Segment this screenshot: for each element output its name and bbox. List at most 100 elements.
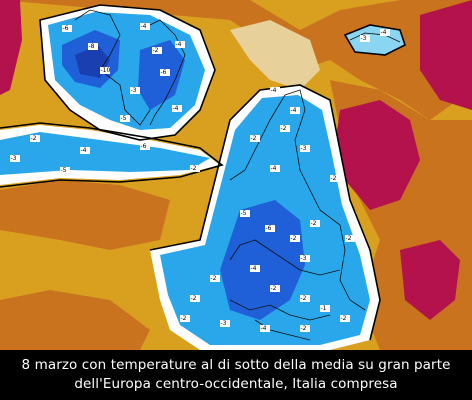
svg-text:-2: -2 (271, 285, 277, 292)
anomaly-label: -5 (60, 167, 70, 174)
strong-warm-northwest (0, 0, 22, 95)
near-normal-area (230, 20, 320, 90)
temperature-anomaly-map: -6 -8 -10 -4 -2 -6 -4 -3 -4 -5 -2 -4 -6 -2 -3 -5 -4 -4 -2 -… (0, 0, 472, 350)
svg-text:-2: -2 (251, 135, 257, 142)
svg-text:-4: -4 (271, 87, 277, 94)
svg-text:-4: -4 (271, 165, 277, 172)
anomaly-label: -2 (300, 325, 310, 332)
svg-text:-2: -2 (341, 315, 347, 322)
anomaly-label: -6 (62, 25, 72, 32)
anomaly-label: -2 (345, 235, 355, 242)
anomaly-label: -2 (310, 220, 320, 227)
anomaly-label: -2 (190, 295, 200, 302)
svg-text:-6: -6 (63, 25, 69, 32)
anomaly-label: -10 (100, 67, 110, 74)
anomaly-label: -4 (260, 325, 270, 332)
strong-warm-northeast (420, 0, 472, 110)
anomaly-label: -5 (120, 115, 130, 122)
anomaly-label: -4 (270, 87, 280, 94)
svg-text:-1: -1 (321, 305, 327, 312)
anomaly-label: -2 (330, 175, 340, 182)
svg-text:-10: -10 (101, 67, 111, 74)
anomaly-label: -2 (250, 135, 260, 142)
svg-text:-2: -2 (301, 325, 307, 332)
cold-area-atlantic (0, 132, 210, 175)
svg-text:-2: -2 (31, 135, 37, 142)
svg-text:-6: -6 (161, 69, 167, 76)
svg-text:-5: -5 (61, 167, 67, 174)
anomaly-label: -3 (300, 145, 310, 152)
anomaly-label: -4 (380, 29, 390, 36)
anomaly-label: -4 (290, 107, 300, 114)
anomaly-label: -4 (270, 165, 280, 172)
svg-text:-4: -4 (173, 105, 179, 112)
anomaly-label: -5 (240, 210, 250, 217)
anomaly-label: -8 (88, 43, 98, 50)
svg-text:-4: -4 (141, 23, 147, 30)
svg-text:-2: -2 (291, 235, 297, 242)
anomaly-label: -2 (290, 235, 300, 242)
svg-text:-5: -5 (241, 210, 247, 217)
warm-band-north (0, 0, 472, 120)
strong-warm-east (335, 100, 420, 210)
anomaly-label: -3 (360, 35, 370, 42)
anomaly-label: -3 (300, 255, 310, 262)
svg-text:-4: -4 (291, 107, 297, 114)
anomaly-label: -4 (80, 147, 90, 154)
warm-band-southwest (0, 290, 150, 350)
anomaly-label: -3 (220, 320, 230, 327)
svg-text:-3: -3 (361, 35, 367, 42)
anomaly-label: -2 (300, 295, 310, 302)
strong-cold-core-europe (220, 200, 305, 320)
svg-text:-8: -8 (89, 43, 95, 50)
anomaly-label: -2 (180, 315, 190, 322)
anomaly-label: -3 (130, 87, 140, 94)
svg-text:-4: -4 (261, 325, 267, 332)
anomaly-label: -1 (320, 305, 330, 312)
svg-text:-5: -5 (121, 115, 127, 122)
svg-text:-2: -2 (211, 275, 217, 282)
svg-text:-2: -2 (301, 295, 307, 302)
svg-text:-6: -6 (266, 225, 272, 232)
anomaly-label: -2 (270, 285, 280, 292)
svg-text:-6: -6 (141, 143, 147, 150)
caption-line-2: dell'Europa centro-occidentale, Italia c… (74, 376, 398, 392)
svg-text:-4: -4 (81, 147, 87, 154)
svg-text:-3: -3 (301, 255, 307, 262)
svg-text:-2: -2 (331, 175, 337, 182)
contour-lines (0, 4, 406, 341)
anomaly-label: -6 (265, 225, 275, 232)
anomaly-label: -2 (340, 315, 350, 322)
anomaly-label: -2 (152, 47, 162, 54)
svg-text:-2: -2 (191, 165, 197, 172)
anomaly-label: -2 (30, 135, 40, 142)
anomaly-label: -4 (172, 105, 182, 112)
anomaly-labels: -6 -8 -10 -4 -2 -6 -4 -3 -4 -5 -2 -4 -6 -2 -3 -5 -4 -4 -2 -… (10, 23, 390, 332)
anomaly-label: -4 (140, 23, 150, 30)
svg-text:-2: -2 (311, 220, 317, 227)
svg-text:-2: -2 (153, 47, 159, 54)
anomaly-label: -2 (190, 165, 200, 172)
svg-text:-2: -2 (181, 315, 187, 322)
svg-text:-2: -2 (281, 125, 287, 132)
svg-text:-2: -2 (191, 295, 197, 302)
svg-text:-2: -2 (346, 235, 352, 242)
svg-text:-4: -4 (251, 265, 257, 272)
anomaly-label: -4 (250, 265, 260, 272)
svg-text:-3: -3 (221, 320, 227, 327)
svg-text:-4: -4 (381, 29, 387, 36)
anomaly-label: -3 (10, 155, 20, 162)
anomaly-label: -6 (140, 143, 150, 150)
anomaly-label: -2 (280, 125, 290, 132)
anomaly-label: -4 (175, 41, 185, 48)
caption-line-1: 8 marzo con temperature al di sotto dell… (21, 357, 451, 373)
caption-bar: 8 marzo con temperature al di sotto dell… (0, 350, 472, 400)
strong-warm-southeast (400, 240, 460, 320)
svg-text:-3: -3 (131, 87, 137, 94)
svg-text:-3: -3 (301, 145, 307, 152)
anomaly-label: -2 (210, 275, 220, 282)
svg-text:-4: -4 (176, 41, 182, 48)
warm-band-west (0, 180, 170, 250)
anomaly-label: -6 (160, 69, 170, 76)
